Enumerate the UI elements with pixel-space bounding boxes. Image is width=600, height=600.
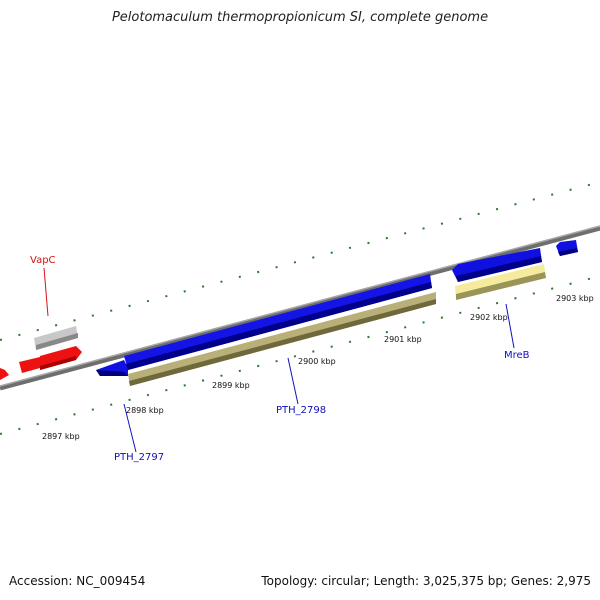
- tick-label-2903: 2903 kbp: [556, 294, 594, 303]
- tick-label-2901: 2901 kbp: [384, 335, 422, 344]
- pth2798-gene[interactable]: [124, 274, 432, 370]
- gene-label-vapc[interactable]: VapC: [30, 255, 56, 266]
- olive-feature[interactable]: [128, 292, 436, 386]
- mreb-leader: [505, 303, 515, 349]
- map-title: Pelotomaculum thermopropionicum SI, comp…: [111, 10, 489, 25]
- topology-label: Topology: circular; Length: 3,025,375 bp…: [261, 574, 591, 588]
- tick-label-2898: 2898 kbp: [126, 406, 164, 415]
- pth2798-leader: [287, 357, 299, 405]
- pale-feature[interactable]: [455, 264, 546, 300]
- tick-label-2897: 2897 kbp: [42, 432, 80, 441]
- red-gene-edge[interactable]: [0, 368, 9, 380]
- gene-label-pth2797[interactable]: PTH_2797: [114, 452, 164, 463]
- mreb-gene[interactable]: [452, 248, 542, 282]
- small-blue-gene[interactable]: [556, 240, 578, 256]
- red-gene-small[interactable]: [19, 357, 40, 373]
- gene-label-pth2798[interactable]: PTH_2798: [276, 405, 326, 416]
- tick-label-2902: 2902 kbp: [470, 313, 508, 322]
- vapc-leader: [43, 267, 49, 317]
- pth2797-gene[interactable]: [96, 360, 128, 376]
- tick-label-2900: 2900 kbp: [298, 357, 336, 366]
- gray-rna-feature[interactable]: [34, 326, 78, 350]
- gene-label-mreb[interactable]: MreB: [504, 350, 530, 361]
- pth2797-leader: [123, 403, 137, 453]
- accession-label: Accession: NC_009454: [9, 574, 146, 588]
- genome-backbone: [0, 225, 600, 391]
- tick-label-2899: 2899 kbp: [212, 381, 250, 390]
- vapc-gene-red[interactable]: [40, 346, 82, 370]
